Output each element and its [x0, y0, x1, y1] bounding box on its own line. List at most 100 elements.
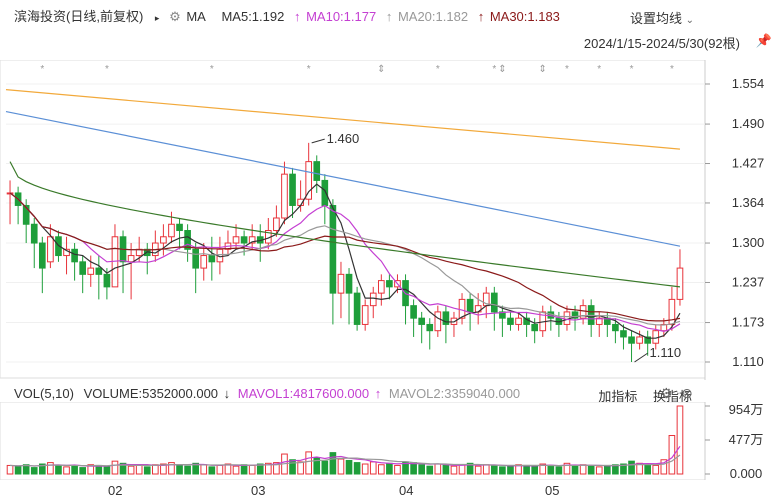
- ma10-line: [9, 192, 681, 332]
- volume-bar: [499, 466, 506, 475]
- candle-body: [232, 236, 240, 244]
- candle-body: [386, 280, 393, 288]
- candle-body: [644, 336, 652, 344]
- gear-icon[interactable]: ⚙: [660, 385, 673, 401]
- volume-bar: [127, 465, 135, 475]
- candle-body: [184, 230, 191, 250]
- candle-body: [71, 248, 78, 263]
- price-tick-label: 1.490: [732, 116, 765, 131]
- volume-bar: [563, 462, 571, 475]
- volume-bar: [192, 462, 200, 475]
- volume-bar: [620, 463, 627, 475]
- volume-bar: [151, 464, 159, 475]
- volume-bar: [418, 464, 426, 475]
- candle-body: [321, 179, 329, 206]
- volume-bar: [160, 463, 167, 475]
- volume-bar: [111, 460, 119, 475]
- candle-body: [676, 267, 684, 300]
- candle-body: [176, 223, 183, 232]
- volume-bar: [184, 465, 191, 475]
- candle-body: [95, 267, 103, 275]
- event-marker-icon: ⇕: [377, 64, 385, 75]
- candle-body: [466, 298, 474, 313]
- candle-body: [361, 305, 369, 325]
- candle-body: [313, 161, 321, 181]
- ma250-line: [5, 89, 681, 150]
- volume-bar: [603, 464, 611, 475]
- volume-bar: [571, 464, 579, 475]
- x-label-05: 05: [545, 483, 560, 498]
- volume-bar: [369, 461, 377, 475]
- volume-bar: [394, 464, 401, 475]
- volume-bar: [466, 462, 474, 475]
- candle-body: [531, 323, 539, 332]
- low-pointer-line: [634, 352, 648, 363]
- ma20-arrow-icon: ↑: [385, 9, 393, 24]
- candle-body: [499, 311, 506, 319]
- gear-icon[interactable]: ⚙: [169, 9, 181, 24]
- candle-body: [289, 173, 296, 206]
- volume-bar: [523, 464, 530, 475]
- pin-icon[interactable]: 📌: [755, 33, 772, 48]
- candle-body: [652, 330, 660, 344]
- close-icon[interactable]: ⊗: [681, 385, 693, 401]
- event-marker-icon: ⇕: [498, 64, 506, 75]
- volume-bar: [47, 462, 54, 475]
- switch-indicator-button[interactable]: 换指标: [652, 389, 692, 404]
- candle-body: [612, 323, 619, 332]
- low-annotation: 1.110: [650, 345, 682, 360]
- add-indicator-button[interactable]: 加指标: [598, 389, 638, 404]
- candle-body: [628, 336, 635, 344]
- volume-bar: [55, 464, 62, 475]
- volume-tick-label: 954万: [729, 402, 764, 417]
- volume-bar: [595, 466, 603, 475]
- volume-bar: [426, 465, 434, 475]
- candle-body: [345, 273, 353, 294]
- candle-body: [192, 248, 200, 269]
- x-label-02: 02: [108, 483, 123, 498]
- candle-body: [515, 317, 522, 325]
- candle-body: [595, 317, 603, 325]
- event-marker-icon: *: [630, 64, 634, 75]
- volume-bar: [224, 463, 232, 475]
- volume-bar: [103, 466, 111, 475]
- volume-bar: [386, 462, 393, 475]
- volume-bar: [579, 464, 587, 475]
- volume-bar: [337, 458, 345, 475]
- volume-bar: [200, 464, 208, 475]
- volume-bar: [587, 465, 595, 475]
- volume-tick-label: 477万: [729, 432, 764, 447]
- candle-body: [571, 311, 579, 319]
- candle-body: [563, 311, 571, 325]
- ma30-value: MA30:1.183: [489, 9, 560, 24]
- volume-bar: [71, 465, 78, 475]
- expand-arrow-icon[interactable]: ▸: [154, 13, 160, 23]
- volume-bar: [14, 465, 22, 475]
- volume-bar: [208, 466, 216, 475]
- volume-bar: [30, 467, 38, 475]
- volume-bar: [38, 463, 46, 475]
- candle-body: [305, 161, 313, 200]
- volume-bar: [434, 463, 442, 475]
- ma-settings-label: 设置均线: [629, 11, 682, 26]
- candle-body: [160, 236, 167, 244]
- candle-body: [434, 311, 442, 332]
- volume-bar: [240, 464, 248, 475]
- volume-bar: [652, 464, 660, 475]
- candle-body: [127, 255, 135, 263]
- volume-bar: [22, 464, 30, 475]
- ma-settings-button[interactable]: 设置均线 ⌄: [630, 8, 694, 27]
- candle-body: [79, 261, 87, 275]
- ma10-arrow-icon: ↑: [293, 9, 301, 24]
- volume-bar: [660, 459, 668, 475]
- volume-bar: [515, 464, 522, 475]
- volume-chart[interactable]: 954万 477万 0.000: [0, 402, 784, 480]
- price-chart[interactable]: 1.554 1.490 1.427 1.364 1.300 1.237 1.173 1.110…: [0, 60, 784, 380]
- volume-header: VOL(5,10) VOLUME:5352000.000 ↓ MAVOL1:48…: [14, 386, 520, 401]
- x-label-03: 03: [251, 483, 266, 498]
- candle-body: [208, 255, 216, 263]
- volume-bar: [6, 464, 14, 475]
- volume-bar: [482, 464, 490, 475]
- volume-bar: [539, 463, 547, 475]
- volume-bar: [216, 464, 224, 475]
